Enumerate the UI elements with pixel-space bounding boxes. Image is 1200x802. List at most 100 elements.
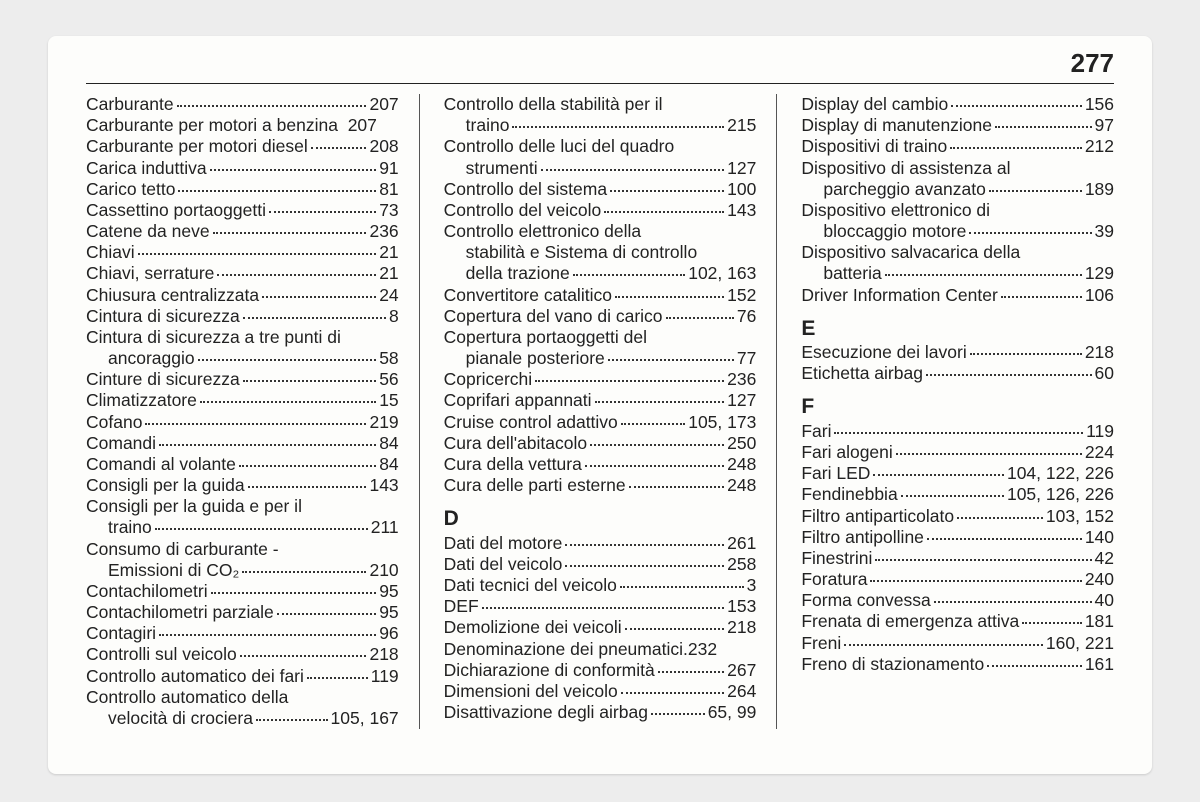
index-entry-page: 248 bbox=[727, 475, 756, 496]
index-entry-continuation: traino 211 bbox=[86, 517, 399, 538]
index-entry-page: 129 bbox=[1085, 263, 1114, 284]
index-entry: DEF153 bbox=[444, 596, 757, 617]
index-entry: Cassettino portaoggetti73 bbox=[86, 200, 399, 221]
index-entry-page: 161 bbox=[1085, 654, 1114, 675]
index-entry-page: 127 bbox=[727, 158, 756, 179]
index-entry-page: 77 bbox=[737, 348, 756, 369]
index-entry: Consigli per la guida e per il bbox=[86, 496, 399, 517]
index-entry: Carico tetto81 bbox=[86, 179, 399, 200]
index-entry-page: 21 bbox=[379, 242, 398, 263]
index-entry-text: Freno di stazionamento bbox=[801, 654, 984, 675]
index-entry-page: 42 bbox=[1095, 548, 1114, 569]
index-entry-page: 91 bbox=[379, 158, 398, 179]
index-entry-page: 58 bbox=[379, 348, 398, 369]
index-entry: Fari LED104, 122, 226 bbox=[801, 463, 1114, 484]
index-entry: Controllo automatico della bbox=[86, 687, 399, 708]
index-entry-continuation: parcheggio avanzato189 bbox=[801, 179, 1114, 200]
index-entry-text: Demolizione dei veicoli bbox=[444, 617, 622, 638]
index-entry-text: Comandi bbox=[86, 433, 156, 454]
index-entry-text: Controllo della stabilità per il bbox=[444, 94, 663, 115]
index-entry-page: 84 bbox=[379, 454, 398, 475]
index-entry: Consumo di carburante - bbox=[86, 539, 399, 560]
index-entry-continuation: Emissioni di CO₂210 bbox=[86, 560, 399, 581]
index-entry-text: Carica induttiva bbox=[86, 158, 207, 179]
index-entry: Finestrini 42 bbox=[801, 548, 1114, 569]
index-section-letter: E bbox=[801, 316, 1114, 341]
index-entry-text: Frenata di emergenza attiva bbox=[801, 611, 1019, 632]
index-entry-text: Controllo delle luci del quadro bbox=[444, 136, 675, 157]
index-entry-text: Cura delle parti esterne bbox=[444, 475, 626, 496]
index-entry-text: Consumo di carburante - bbox=[86, 539, 279, 560]
index-entry-text: Carico tetto bbox=[86, 179, 175, 200]
index-entry-page: 119 bbox=[371, 666, 399, 687]
index-entry: Frenata di emergenza attiva181 bbox=[801, 611, 1114, 632]
index-entry-continuation: stabilità e Sistema di controllo bbox=[444, 242, 757, 263]
index-entry-page: 106 bbox=[1085, 285, 1114, 306]
index-entry-text: pianale posteriore bbox=[466, 348, 605, 369]
index-entry: Comandi84 bbox=[86, 433, 399, 454]
index-entry: Contachilometri parziale95 bbox=[86, 602, 399, 623]
index-entry: Controllo elettronico della bbox=[444, 221, 757, 242]
index-col-1: Carburante207Carburante per motori a ben… bbox=[86, 94, 399, 729]
index-entry-page: 40 bbox=[1095, 590, 1114, 611]
index-section-letter: D bbox=[444, 506, 757, 531]
index-entry-text: Controllo automatico dei fari bbox=[86, 666, 304, 687]
index-entry: Dispositivo salvacarica della bbox=[801, 242, 1114, 263]
index-entry: Display del cambio156 bbox=[801, 94, 1114, 115]
index-entry: Contagiri96 bbox=[86, 623, 399, 644]
index-entry-text: Chiusura centralizzata bbox=[86, 285, 259, 306]
index-entry-page: 3 bbox=[747, 575, 757, 596]
index-entry-text: traino bbox=[108, 517, 152, 538]
top-rule bbox=[86, 83, 1114, 84]
index-entry-page: 250 bbox=[727, 433, 756, 454]
index-entry-page: 215 bbox=[727, 115, 756, 136]
index-entry: Copertura del vano di carico76 bbox=[444, 306, 757, 327]
index-entry-text: Controllo del sistema bbox=[444, 179, 607, 200]
index-entry-text: Finestrini bbox=[801, 548, 872, 569]
index-entry-page: 218 bbox=[369, 644, 398, 665]
index-entry-page: 24 bbox=[379, 285, 398, 306]
index-entry-text: Cassettino portaoggetti bbox=[86, 200, 266, 221]
index-entry-text: Comandi al volante bbox=[86, 454, 236, 475]
index-columns: Carburante207Carburante per motori a ben… bbox=[86, 94, 1114, 729]
index-entry-text: ancoraggio bbox=[108, 348, 195, 369]
index-entry-page: 143 bbox=[727, 200, 756, 221]
index-entry-text: Contagiri bbox=[86, 623, 156, 644]
index-entry-text: Cura della vettura bbox=[444, 454, 582, 475]
index-entry-text: Esecuzione dei lavori bbox=[801, 342, 966, 363]
index-entry: Dati tecnici del veicolo 3 bbox=[444, 575, 757, 596]
index-entry-text: Fendinebbia bbox=[801, 484, 897, 505]
index-entry: Convertitore catalitico152 bbox=[444, 285, 757, 306]
index-entry-page: 211 bbox=[371, 517, 399, 538]
index-entry-page: 236 bbox=[727, 369, 756, 390]
index-entry-continuation: bloccaggio motore39 bbox=[801, 221, 1114, 242]
index-entry: Driver Information Center106 bbox=[801, 285, 1114, 306]
index-entry-text: Dati tecnici del veicolo bbox=[444, 575, 617, 596]
index-entry-page: 264 bbox=[727, 681, 756, 702]
index-entry: Foratura240 bbox=[801, 569, 1114, 590]
index-entry-text: velocità di crociera bbox=[108, 708, 253, 729]
index-entry: Dispositivi di traino212 bbox=[801, 136, 1114, 157]
index-entry-text: Dichiarazione di conformità bbox=[444, 660, 655, 681]
index-entry-continuation: traino215 bbox=[444, 115, 757, 136]
index-entry-text: Consigli per la guida e per il bbox=[86, 496, 302, 517]
index-entry: Filtro antiparticolato103, 152 bbox=[801, 506, 1114, 527]
page-container: 277 Carburante207Carburante per motori a… bbox=[48, 36, 1152, 774]
index-entry: Dati del veicolo258 bbox=[444, 554, 757, 575]
index-entry-page: 105, 126, 226 bbox=[1007, 484, 1114, 505]
index-entry: Catene da neve236 bbox=[86, 221, 399, 242]
index-entry-page: 104, 122, 226 bbox=[1007, 463, 1114, 484]
index-entry-text: Controllo elettronico della bbox=[444, 221, 641, 242]
index-entry-text: Fari alogeni bbox=[801, 442, 892, 463]
index-entry: Demolizione dei veicoli218 bbox=[444, 617, 757, 638]
index-entry-text: batteria bbox=[823, 263, 881, 284]
index-entry-page: 189 bbox=[1085, 179, 1114, 200]
index-entry: Disattivazione degli airbag65, 99 bbox=[444, 702, 757, 723]
index-entry-text: Carburante per motori a benzina bbox=[86, 115, 338, 136]
index-entry-text: Copertura portaoggetti del bbox=[444, 327, 647, 348]
index-entry-page: 65, 99 bbox=[708, 702, 757, 723]
index-entry-page: 56 bbox=[379, 369, 398, 390]
index-entry: Filtro antipolline140 bbox=[801, 527, 1114, 548]
index-entry-page: 207 bbox=[369, 94, 398, 115]
index-entry-text: Dispositivo di assistenza al bbox=[801, 158, 1010, 179]
